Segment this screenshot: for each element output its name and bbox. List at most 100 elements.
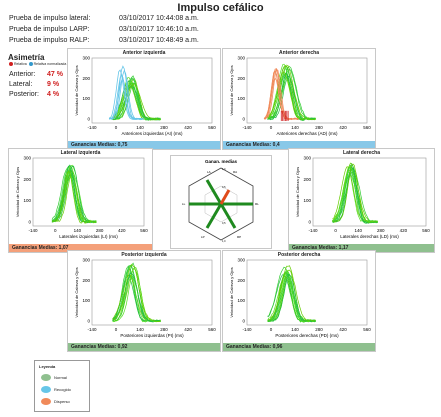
normal-swatch-icon (41, 374, 51, 381)
y-tick-label: 100 (237, 298, 245, 303)
y-tick-label: 100 (82, 96, 90, 101)
velocity-traces (112, 262, 161, 323)
legend-label: Disperso (54, 398, 70, 404)
label-ra: RA (233, 170, 237, 174)
plot-svg: 300 200 100 0 -140 0 140 280 420 560 Anteriores iz… (74, 56, 216, 137)
y-axis-label: Velocidad de Cabeza y Ojos (74, 65, 79, 115)
x-tick-label: 0 (270, 327, 273, 332)
plot-frame (312, 157, 427, 227)
flagged-trace (263, 69, 299, 121)
velocity-trace (332, 167, 378, 224)
velocity-trace (112, 263, 161, 323)
x-tick-label: 0 (115, 125, 118, 130)
y-tick-label: 200 (237, 76, 245, 81)
x-tick-label: 420 (339, 327, 347, 332)
asymmetry-legend: Relativa Relativa normalizada (9, 62, 66, 67)
y-tick-label: 300 (82, 258, 90, 263)
y-axis-label: Velocidad de Cabeza y Ojos (229, 267, 234, 317)
y-tick-label: 100 (82, 298, 90, 303)
plot-svg: 300 200 100 0 -140 0 140 280 420 560 Posteriores d… (229, 258, 371, 339)
asymmetry-title: Asimetría (8, 53, 45, 62)
plot-frame (246, 259, 368, 326)
x-axis-label: Anteriores derechas (AD) (ms) (276, 131, 338, 136)
asymmetry-name: Anterior: (9, 71, 36, 78)
legend-title: Leyenda (39, 364, 56, 369)
y-tick-label: 200 (82, 278, 90, 283)
x-tick-label: 560 (422, 228, 430, 233)
gain-bar: Ganancias Medias: 1,07 (9, 244, 152, 252)
x-tick-label: 140 (291, 125, 299, 130)
gain-bar: Ganancias Medias: 0,96 (223, 343, 375, 351)
x-tick-label: 420 (184, 125, 192, 130)
y-axis-label: Velocidad de Cabeza y Ojos (229, 65, 234, 115)
plot-svg: 300 200 100 0 -140 0 140 280 420 560 Laterales der… (295, 156, 430, 240)
flagged-trace (108, 69, 144, 120)
label-ll: LL (182, 202, 186, 206)
y-tick-label: 0 (308, 219, 311, 224)
x-tick-label: 280 (160, 125, 168, 130)
y-tick-label: 0 (242, 318, 245, 323)
velocity-traces (267, 265, 316, 323)
y-tick-label: 0 (28, 219, 31, 224)
x-tick-label: -140 (87, 125, 97, 130)
flagged-trace (109, 69, 144, 121)
scale-bottom-inner: 0,5 (222, 222, 226, 225)
plot-svg: 300 200 100 0 -140 0 140 280 420 560 Laterales izq… (15, 156, 148, 240)
x-tick-label: 140 (136, 327, 144, 332)
x-axis-label: Posteriores izquierdas (PI) (ms) (120, 333, 184, 338)
label-rp: RP (237, 235, 241, 239)
test-datetime: 03/10/2017 10:46:10 a.m. (119, 26, 199, 33)
x-tick-label: 560 (363, 327, 371, 332)
x-tick-label: -140 (87, 327, 97, 332)
x-tick-label: 560 (208, 327, 216, 332)
y-tick-label: 300 (303, 156, 311, 161)
x-tick-label: 140 (354, 228, 362, 233)
gain-bar: Ganancias Medias: 0,75 (68, 141, 220, 149)
legend-item-disperso: Disperso (41, 398, 70, 405)
y-tick-label: 0 (87, 116, 90, 121)
legend-relative: Relativa (14, 62, 27, 66)
velocity-traces (263, 63, 316, 121)
y-tick-label: 0 (242, 116, 245, 121)
ralp-lower-gain-bar (205, 203, 223, 229)
y-axis-label: Velocidad de Cabeza y Ojos (74, 267, 79, 317)
panel-title: Lateral derecha (343, 150, 380, 156)
x-axis-label: Laterales izquierdas (LI) (ms) (59, 234, 118, 239)
x-tick-label: 560 (208, 125, 216, 130)
y-tick-label: 200 (82, 76, 90, 81)
panel-title: Anterior izquierda (122, 50, 166, 56)
relative-dot-icon (9, 62, 13, 67)
panel-title: Posterior izquierda (121, 252, 167, 258)
x-axis-label: Anteriores izquierdas (AI) (ms) (121, 131, 183, 136)
disperso-swatch-icon (41, 398, 51, 405)
x-tick-label: -140 (308, 228, 318, 233)
test-datetime: 03/10/2017 10:44:08 a.m. (119, 15, 199, 22)
velocity-trace (267, 265, 316, 322)
asymmetry-value: 9 % (47, 81, 60, 88)
x-tick-label: -140 (242, 125, 252, 130)
legend-item-recogido: Recogido (41, 386, 71, 393)
gain-bar: Ganancias Medias: 0,4 (223, 141, 375, 149)
x-tick-label: 140 (136, 125, 144, 130)
x-tick-label: 280 (315, 327, 323, 332)
x-tick-label: 0 (115, 327, 118, 332)
gain-bar: Ganancias Medias: 0,92 (68, 343, 220, 351)
x-tick-label: 140 (291, 327, 299, 332)
velocity-trace (112, 81, 161, 121)
test-label: Prueba de impulso lateral: (9, 15, 91, 22)
x-tick-label: 0 (334, 228, 337, 233)
plot-svg: 300 200 100 0 -140 0 140 280 420 560 Posteriores i… (74, 258, 216, 339)
y-tick-label: 200 (303, 177, 311, 182)
x-tick-label: 560 (363, 125, 371, 130)
x-tick-label: -140 (28, 228, 38, 233)
x-tick-label: 280 (96, 228, 104, 233)
x-tick-label: 280 (160, 327, 168, 332)
label-rl: RL (255, 202, 259, 206)
x-tick-label: 420 (400, 228, 408, 233)
panel-anterior-izquierda: Anterior izquierda Ganancias Medias: 0,75… (67, 48, 221, 150)
x-tick-label: 420 (118, 228, 126, 233)
gain-diagram: Ganan. medias LA RA LL RL LP RP 1,0 0,5 … (170, 155, 272, 249)
velocity-trace (112, 83, 161, 121)
scale-top-outer: 1,0 (222, 168, 226, 171)
